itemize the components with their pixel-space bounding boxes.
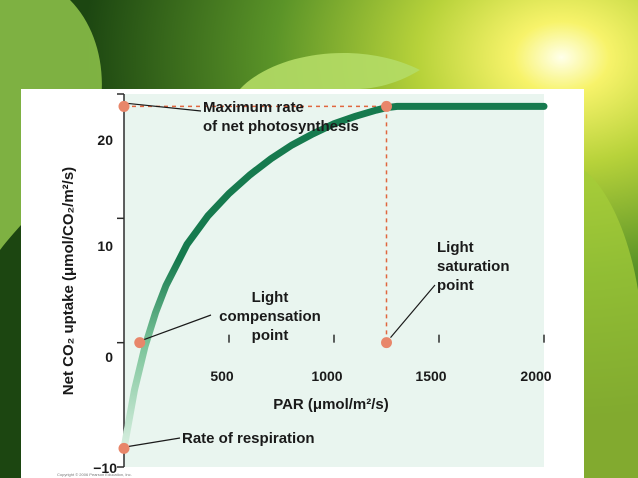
compensation-label-line1: Light [252,289,289,306]
compensation-pointer [143,314,212,341]
leaf-right [584,170,638,478]
x-tick-label-500: 500 [210,368,234,384]
y-tick-label-0: 0 [105,349,113,365]
x-tick-label-1500: 1500 [415,368,446,384]
y-tick-label-20: 20 [97,132,113,148]
max-rate-label-line1: Maximum rate [203,99,304,116]
compensation-marker [134,337,146,349]
leaf-top [240,53,420,89]
respiration-marker [118,442,130,454]
annotation-pointers [127,102,436,447]
copyright-text: Copyright © 2006 Pearson Education, Inc. [57,472,132,477]
respiration-label: Rate of respiration [182,430,315,447]
compensation-label-line2: compensation [219,308,321,325]
x-tick-marks [228,334,545,343]
key-point-markers [118,100,392,454]
saturation-label-line2: saturation [437,258,510,275]
photosynthesis-curve [120,102,548,452]
saturation-curve-marker [381,100,392,112]
saturation-label-line1: Light [437,239,474,256]
respiration-pointer [128,437,181,447]
y-tick-marks [117,93,124,468]
saturation-label-line3: point [437,277,474,294]
chart-panel: 20 10 0 −10 500 1000 1500 2000 PAR (μmol… [21,89,584,478]
x-axis-title: PAR (μmol/m²/s) [273,396,389,413]
saturation-axis-marker [381,337,392,349]
max-rate-label-line2: of net photosynthesis [203,118,359,135]
max-rate-pointer [127,102,202,112]
guide-lines [124,105,388,343]
max-rate-marker [118,100,130,112]
saturation-pointer [390,284,436,339]
y-axis-title: Net CO₂ uptake (μmol/CO₂/m²/s) [60,167,77,395]
x-tick-label-2000: 2000 [520,368,551,384]
x-tick-label-1000: 1000 [311,368,342,384]
compensation-label-line3: point [252,327,289,344]
light-response-chart: 20 10 0 −10 500 1000 1500 2000 PAR (μmol… [57,93,552,477]
plot-area [124,94,544,467]
y-tick-label-10: 10 [97,238,113,254]
y-tick-label-neg10: −10 [93,460,117,476]
